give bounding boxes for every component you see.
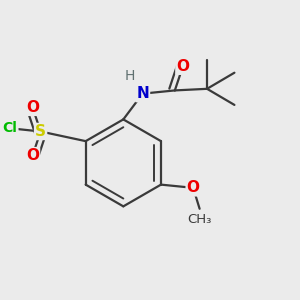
Text: H: H bbox=[124, 69, 135, 83]
Text: N: N bbox=[136, 86, 149, 101]
Text: O: O bbox=[26, 100, 39, 115]
Text: S: S bbox=[35, 124, 46, 139]
Text: O: O bbox=[187, 180, 200, 195]
Text: CH₃: CH₃ bbox=[188, 213, 212, 226]
Text: O: O bbox=[176, 59, 189, 74]
Text: Cl: Cl bbox=[3, 121, 17, 135]
Text: O: O bbox=[26, 148, 39, 163]
